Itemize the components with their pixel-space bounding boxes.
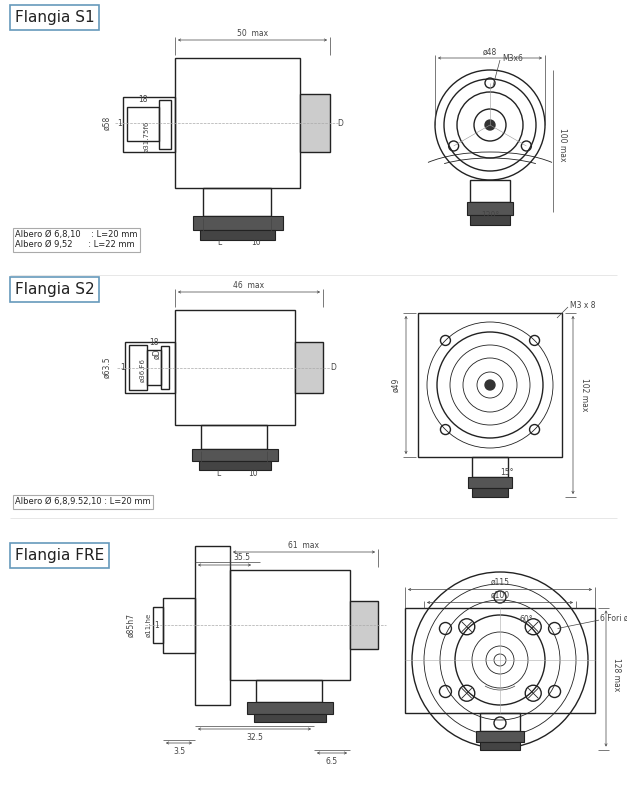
Text: Albero Ø 6,8,9.52,10 : L=20 mm: Albero Ø 6,8,9.52,10 : L=20 mm (15, 497, 150, 506)
Text: M3x6: M3x6 (502, 53, 523, 62)
Bar (153, 608, 163, 642)
Text: 120°: 120° (481, 210, 499, 219)
Bar (195, 546, 230, 705)
Text: ø115: ø115 (490, 578, 510, 587)
Bar (201, 425, 267, 449)
Text: ø85h7: ø85h7 (127, 613, 135, 637)
Text: Flangia S2: Flangia S2 (15, 282, 95, 297)
Bar (123, 97, 175, 151)
Text: L: L (216, 468, 220, 477)
Text: Flangia FRE: Flangia FRE (15, 548, 104, 563)
Text: ø58: ø58 (102, 116, 112, 130)
Bar (161, 346, 169, 389)
Text: 1: 1 (117, 119, 122, 129)
Text: 10: 10 (248, 468, 258, 477)
Text: ø36.F6: ø36.F6 (140, 358, 146, 382)
Bar (192, 216, 283, 230)
Text: 46  max: 46 max (233, 281, 265, 290)
Bar (192, 449, 278, 461)
Bar (127, 107, 159, 141)
Bar (125, 342, 175, 393)
Bar (470, 215, 510, 225)
Bar (350, 601, 378, 649)
Bar (163, 598, 195, 653)
Bar (467, 202, 513, 215)
Text: 1: 1 (120, 363, 125, 372)
Text: ø49: ø49 (391, 378, 401, 392)
Bar (472, 457, 508, 477)
Bar (129, 345, 147, 390)
Bar (230, 570, 350, 680)
Bar (159, 100, 171, 149)
Bar (203, 188, 271, 216)
Bar (200, 230, 275, 240)
Text: D: D (330, 363, 336, 372)
Text: 35.5: 35.5 (233, 553, 251, 561)
Text: Albero Ø 6,8,10    : L=20 mm
Albero Ø 9,52      : L=22 mm: Albero Ø 6,8,10 : L=20 mm Albero Ø 9,52 … (15, 230, 137, 249)
Bar (175, 58, 300, 188)
Bar (247, 702, 333, 714)
Text: ø48: ø48 (483, 48, 497, 57)
Text: 15°: 15° (500, 468, 514, 477)
Circle shape (485, 380, 495, 390)
Bar (476, 731, 524, 742)
Text: 6 Fori ø6.5: 6 Fori ø6.5 (600, 613, 627, 622)
Bar (418, 313, 562, 457)
Bar (256, 680, 322, 702)
Bar (480, 713, 520, 731)
Text: 102 max: 102 max (579, 379, 589, 412)
Text: 10: 10 (251, 238, 261, 247)
Text: Flangia S1: Flangia S1 (15, 10, 95, 25)
Bar (405, 608, 595, 713)
Text: 32.5: 32.5 (246, 732, 263, 742)
Bar (480, 742, 520, 749)
Bar (175, 310, 295, 425)
Bar (147, 349, 161, 385)
Bar (300, 95, 330, 151)
Text: øD: øD (152, 349, 162, 359)
Text: 60°: 60° (520, 615, 534, 624)
Bar (254, 714, 326, 722)
Text: 50  max: 50 max (237, 28, 268, 37)
Text: ø100: ø100 (490, 591, 510, 600)
Text: 18: 18 (149, 338, 159, 347)
Text: M3 x 8: M3 x 8 (570, 300, 596, 310)
Text: 3.5: 3.5 (173, 747, 185, 756)
Text: 128 max: 128 max (613, 659, 621, 692)
Text: 61  max: 61 max (288, 540, 320, 549)
Text: D: D (337, 118, 343, 128)
Text: ø11.he: ø11.he (146, 613, 152, 637)
Text: 18: 18 (138, 95, 148, 104)
Text: ø31.75f6: ø31.75f6 (144, 121, 150, 152)
Text: 100 max: 100 max (559, 129, 567, 162)
Bar (472, 488, 508, 497)
Bar (468, 477, 512, 488)
Text: 1: 1 (154, 621, 159, 629)
Text: L: L (218, 238, 222, 247)
Circle shape (485, 120, 495, 130)
Bar (470, 180, 510, 202)
Bar (199, 461, 271, 470)
Text: ø63.5: ø63.5 (102, 357, 112, 379)
Bar (295, 342, 323, 393)
Text: 6.5: 6.5 (326, 756, 338, 765)
